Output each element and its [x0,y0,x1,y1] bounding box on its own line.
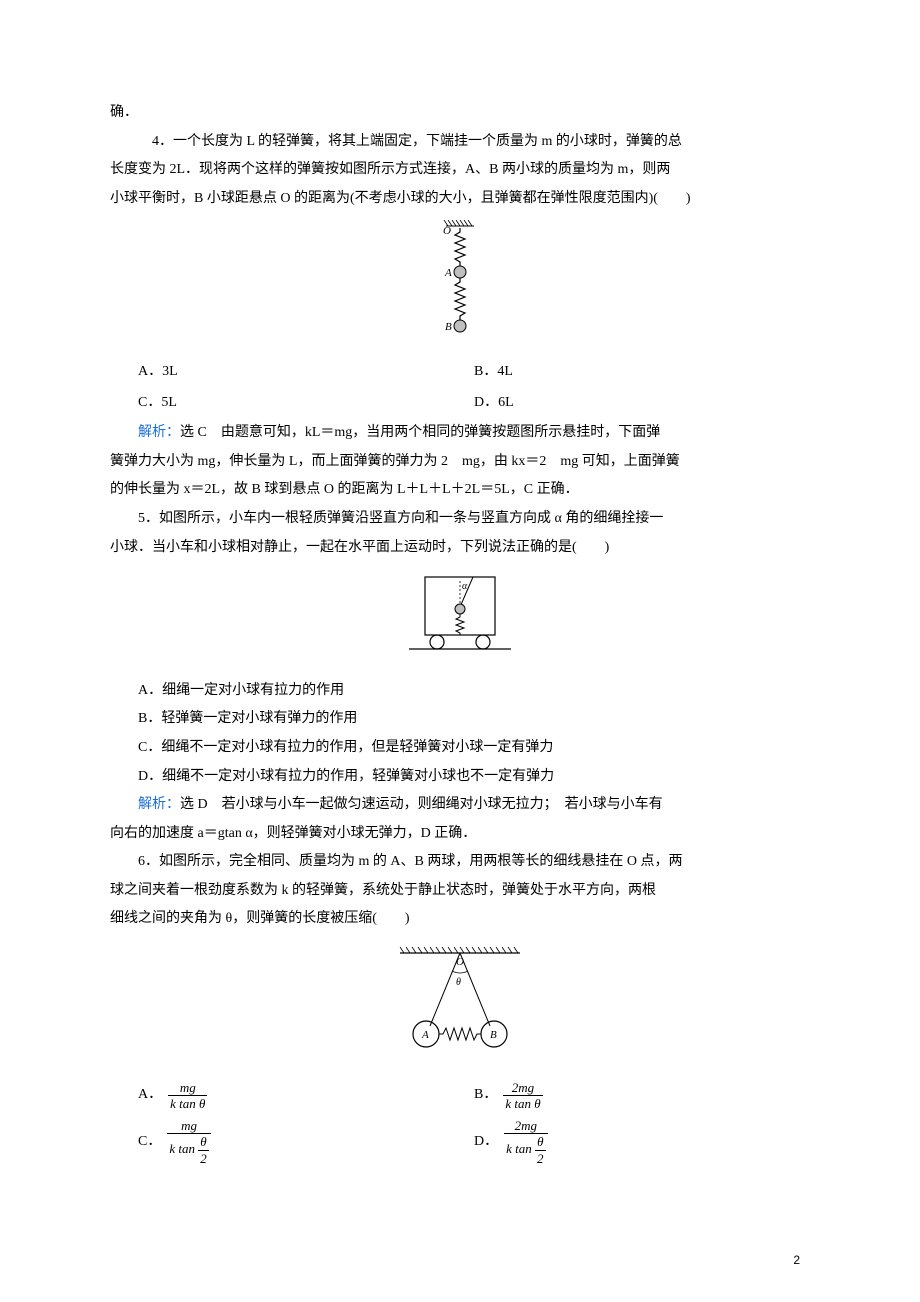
q4-analysis-line1: 解析：选 C 由题意可知，kL＝mg，当用两个相同的弹簧按题图所示悬挂时，下面弹 [110,420,810,447]
q6-optB: B． 2mg k tan θ [474,1080,810,1112]
q5-figure: α [110,569,810,670]
q5-optD: D．细绳不一定对小球有拉力的作用，轻弹簧对小球也不一定有弹力 [110,764,810,791]
q6-stem-line1: 6．如图所示，完全相同、质量均为 m 的 A、B 两球，用两根等长的细线悬挂在 … [110,849,810,876]
q5-label-alpha: α [462,581,468,592]
q4-stem-line1: 4．一个长度为 L 的轻弹簧，将其上端固定，下端挂一个质量为 m 的小球时，弹簧… [110,129,810,156]
q6-options-row2: C． mg k tan θ 2 D． 2mg k tan θ 2 [138,1118,810,1167]
q4-label-B: B [445,321,452,333]
q4-options-row2: C．5L D．6L [138,390,810,417]
q6-stem-line3: 细线之间的夹角为 θ，则弹簧的长度被压缩( ) [110,906,810,933]
q4-analysis-line3: 的伸长量为 x＝2L，故 B 球到悬点 O 的距离为 L＋L＋L＋2L＝5L，C… [110,477,810,504]
q5-optB: B．轻弹簧一定对小球有弹力的作用 [110,706,810,733]
q6-optA: A． mg k tan θ [138,1080,474,1112]
q6-label-A: A [421,1029,429,1041]
q3-tail: 确． [110,100,810,127]
q5-optA: A．细绳一定对小球有拉力的作用 [110,678,810,705]
q6-stem-line2: 球之间夹着一根劲度系数为 k 的轻弹簧，系统处于静止状态时，弹簧处于水平方向，两… [110,878,810,905]
q5-optC: C．细绳不一定对小球有拉力的作用，但是轻弹簧对小球一定有弹力 [110,735,810,762]
q4-analysis-line2: 簧弹力大小为 mg，伸长量为 L，而上面弹簧的弹力为 2 mg，由 kx＝2 m… [110,449,810,476]
page-number: 2 [793,1249,800,1272]
q4-optC: C．5L [138,390,474,417]
q6-options-row1: A． mg k tan θ B． 2mg k tan θ [138,1080,810,1112]
q4-optA: A．3L [138,359,474,386]
q4-analysis-body1: 选 C 由题意可知，kL＝mg，当用两个相同的弹簧按题图所示悬挂时，下面弹 [180,425,660,440]
q5-stem-line2: 小球．当小车和小球相对静止，一起在水平面上运动时，下列说法正确的是( ) [110,535,810,562]
q6-label-theta: θ [456,977,461,988]
q6-label-B: B [490,1029,497,1041]
q5-analysis-line1: 解析：选 D 若小球与小车一起做匀速运动，则细绳对小球无拉力； 若小球与小车有 [110,792,810,819]
q4-stem-line3: 小球平衡时，B 小球距悬点 O 的距离为(不考虑小球的大小，且弹簧都在弹性限度范… [110,186,810,213]
q5-analysis-body1: 选 D 若小球与小车一起做匀速运动，则细绳对小球无拉力； 若小球与小车有 [180,797,663,812]
q4-label-O: O [443,225,451,237]
q6-figure: O θ A B [110,941,810,1072]
q4-figure: O A B [110,220,810,351]
q6-optD: D． 2mg k tan θ 2 [474,1118,810,1167]
q4-analysis-label: 解析： [138,425,180,440]
q5-analysis-label: 解析： [138,797,180,812]
q4-optD: D．6L [474,390,810,417]
q6-label-O: O [456,956,464,968]
q5-analysis-line2: 向右的加速度 a＝gtan α，则轻弹簧对小球无弹力，D 正确． [110,821,810,848]
q6-optC: C． mg k tan θ 2 [138,1118,474,1167]
q4-label-A: A [444,267,452,279]
q4-stem-line2: 长度变为 2L．现将两个这样的弹簧按如图所示方式连接，A、B 两小球的质量均为 … [110,157,810,184]
q5-stem-line1: 5．如图所示，小车内一根轻质弹簧沿竖直方向和一条与竖直方向成 α 角的细绳拴接一 [110,506,810,533]
q4-optB: B．4L [474,359,810,386]
q4-options-row1: A．3L B．4L [138,359,810,386]
